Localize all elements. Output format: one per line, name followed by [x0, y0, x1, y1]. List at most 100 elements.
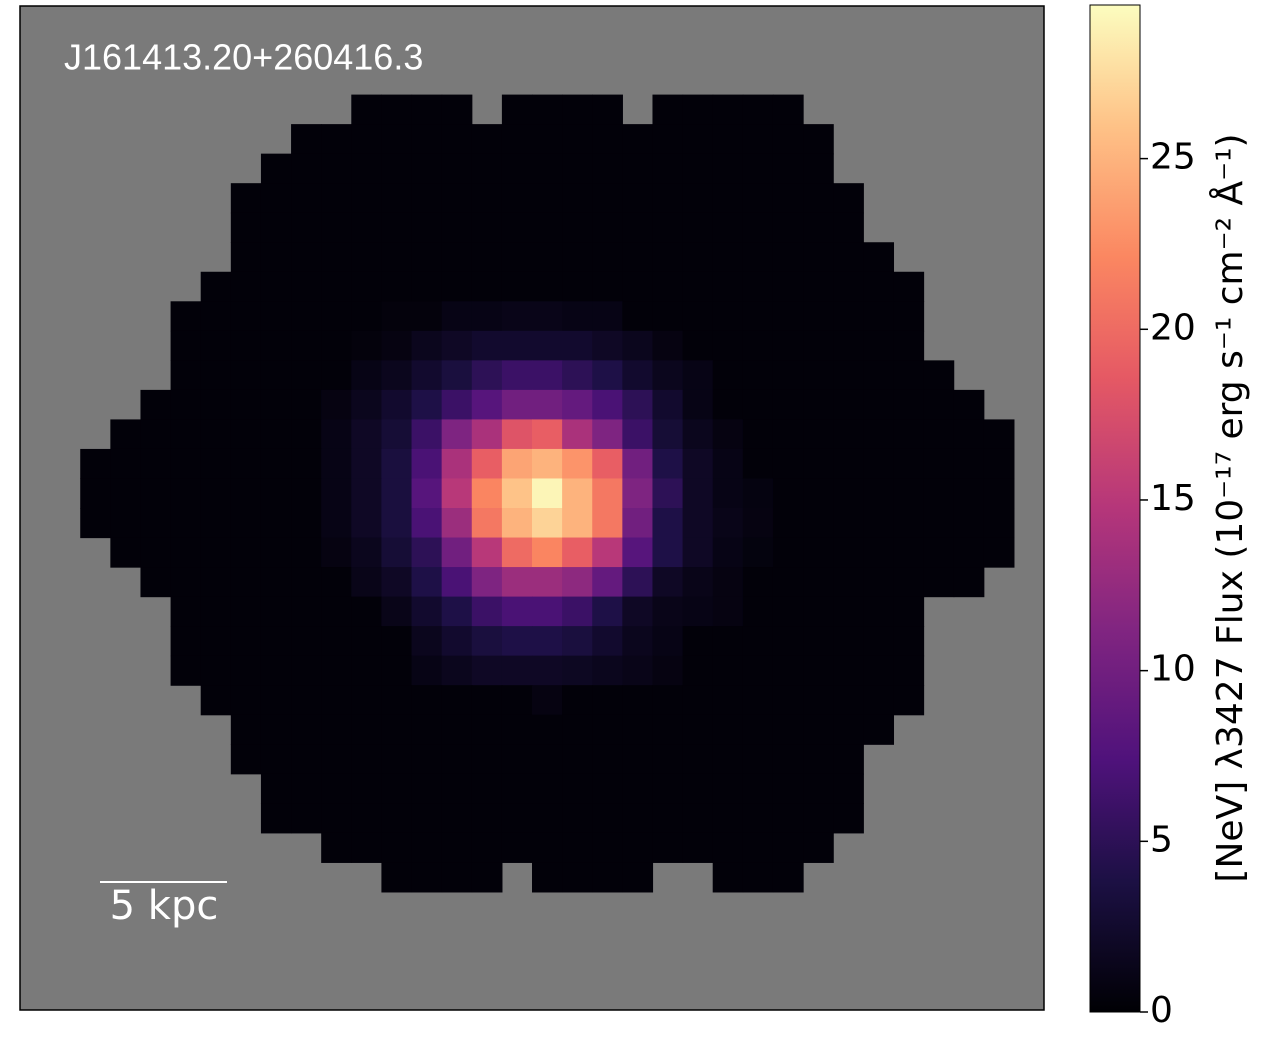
pixel	[953, 478, 985, 509]
pixel	[532, 714, 563, 745]
pixel	[351, 124, 383, 155]
pixel	[501, 124, 533, 155]
pixel	[230, 360, 262, 391]
pixel	[441, 212, 473, 243]
pixel	[562, 714, 593, 745]
pixel	[682, 478, 714, 509]
pixel	[652, 773, 684, 804]
pixel	[622, 478, 654, 509]
pixel	[622, 419, 654, 450]
pixel	[532, 744, 563, 775]
pixel	[742, 448, 774, 480]
pixel	[200, 360, 232, 391]
pixel	[803, 714, 834, 745]
pixel	[562, 744, 593, 775]
pixel	[863, 508, 895, 539]
pixel	[652, 655, 684, 686]
pixel	[532, 271, 563, 302]
pixel	[803, 330, 834, 361]
pixel	[833, 419, 864, 450]
pixel	[833, 714, 864, 745]
pixel	[592, 714, 623, 745]
pixel	[321, 153, 352, 184]
pixel	[291, 330, 322, 361]
pixel	[712, 655, 744, 686]
pixel	[622, 567, 654, 598]
pixel	[381, 360, 413, 391]
pixel	[170, 330, 202, 361]
pixel	[682, 419, 714, 450]
pixel	[441, 803, 473, 834]
pixel	[622, 744, 654, 775]
pixel	[532, 685, 563, 716]
pixel	[321, 803, 352, 834]
pixel	[772, 862, 804, 893]
pixel	[381, 448, 413, 480]
pixel	[501, 744, 533, 775]
pixel	[441, 862, 473, 893]
pixel	[291, 389, 322, 421]
pixel	[803, 124, 834, 155]
pixel	[351, 360, 383, 391]
pixel	[682, 626, 714, 657]
pixel	[501, 212, 533, 243]
pixel	[321, 508, 352, 539]
pixel	[833, 508, 864, 539]
pixel	[230, 212, 262, 243]
pixel	[411, 124, 443, 155]
pixel	[803, 685, 834, 716]
pixel	[772, 301, 804, 332]
pixel	[833, 626, 864, 657]
pixel	[863, 242, 895, 273]
pixel	[532, 773, 563, 804]
pixel	[501, 360, 533, 391]
pixel	[441, 360, 473, 391]
pixel	[652, 389, 684, 421]
pixel	[501, 448, 533, 480]
pixel	[381, 655, 413, 686]
pixel	[622, 714, 654, 745]
pixel	[321, 389, 352, 421]
pixel	[682, 567, 714, 598]
pixel	[411, 301, 443, 332]
pixel	[381, 596, 413, 627]
pixel	[200, 389, 232, 421]
pixel	[441, 389, 473, 421]
pixel	[170, 655, 202, 686]
pixel	[532, 832, 563, 863]
pixel	[381, 862, 413, 893]
pixel	[411, 330, 443, 361]
pixel	[411, 685, 443, 716]
pixel	[532, 626, 563, 657]
pixel	[471, 271, 503, 302]
pixel	[501, 94, 533, 125]
pixel	[562, 773, 593, 804]
pixel	[321, 360, 352, 391]
pixel	[592, 448, 623, 480]
pixel	[592, 832, 623, 863]
pixel	[260, 448, 292, 480]
pixel	[351, 271, 383, 302]
pixel	[622, 626, 654, 657]
pixel	[863, 567, 895, 598]
pixel	[471, 862, 503, 893]
pixel	[200, 478, 232, 509]
pixel	[351, 94, 383, 125]
pixel	[742, 596, 774, 627]
pixel	[893, 508, 925, 539]
pixel	[501, 803, 533, 834]
pixel	[803, 212, 834, 243]
pixel	[501, 685, 533, 716]
pixel	[953, 567, 985, 598]
pixel	[592, 419, 623, 450]
pixel	[803, 655, 834, 686]
pixel	[291, 212, 322, 243]
pixel	[803, 773, 834, 804]
pixel	[321, 212, 352, 243]
pixel	[351, 212, 383, 243]
pixel	[291, 478, 322, 509]
pixel	[260, 301, 292, 332]
pixel	[863, 389, 895, 421]
pixel	[772, 685, 804, 716]
pixel	[532, 242, 563, 273]
